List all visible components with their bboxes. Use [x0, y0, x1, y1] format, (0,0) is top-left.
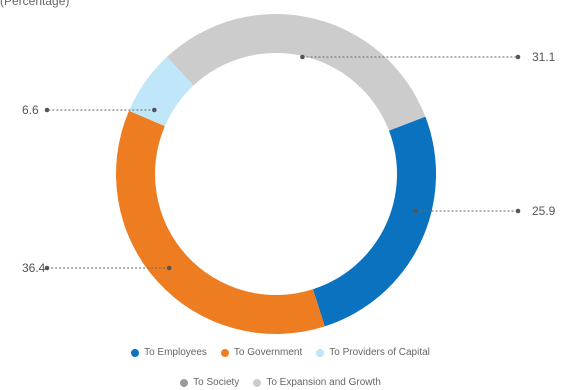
legend-dot-expansion-and-growth — [253, 378, 262, 387]
leader-dot-outer-to-providers-of-capital — [44, 107, 50, 113]
leader-dot-inner-to-providers-of-capital — [152, 107, 157, 113]
legend-item-employees: To Employees — [131, 347, 207, 358]
legend-row-2: To Society To Expansion and Growth — [0, 377, 561, 388]
leader-dot-outer-to-employees — [515, 208, 521, 214]
leader-dot-outer-to-expansion-and-growth — [515, 54, 521, 60]
leader-dot-inner-to-employees — [413, 208, 418, 214]
donut-slice-to-employees — [312, 116, 437, 327]
legend-dot-government — [220, 348, 229, 357]
leader-dot-inner-to-expansion-and-growth — [300, 54, 305, 60]
legend-item-society: To Society — [180, 377, 239, 388]
legend-label-society: To Society — [193, 377, 240, 388]
value-label-to-providers-of-capital: 6.6 — [22, 103, 39, 117]
leader-dot-inner-to-government — [166, 265, 172, 271]
value-label-to-employees: 25.9 — [532, 204, 556, 218]
donut-slice-to-providers-of-capital — [129, 56, 194, 127]
legend-row-1: To Employees To Government To Providers … — [0, 347, 561, 358]
leader-dot-outer-to-government — [44, 265, 50, 271]
donut-slice-to-government — [115, 110, 325, 334]
legend-dot-providers-of-capital — [316, 348, 325, 357]
value-label-to-government: 36.4 — [22, 261, 46, 275]
value-label-to-expansion-and-growth: 31.1 — [532, 50, 556, 64]
legend-dot-society — [180, 378, 189, 387]
legend-item-government: To Government — [220, 347, 303, 358]
legend-dot-employees — [131, 348, 140, 357]
legend-label-government: To Government — [233, 347, 303, 358]
donut-slice-to-expansion-and-growth — [166, 14, 426, 131]
chart-unit-label: (Percentage) — [0, 0, 70, 8]
legend-label-employees: To Employees — [144, 347, 207, 358]
legend-label-providers-of-capital: To Providers of Capital — [329, 347, 430, 358]
legend-item-expansion-and-growth: To Expansion and Growth — [253, 377, 381, 388]
legend-label-expansion-and-growth: To Expansion and Growth — [266, 377, 381, 388]
legend-item-providers-of-capital: To Providers of Capital — [316, 347, 430, 358]
